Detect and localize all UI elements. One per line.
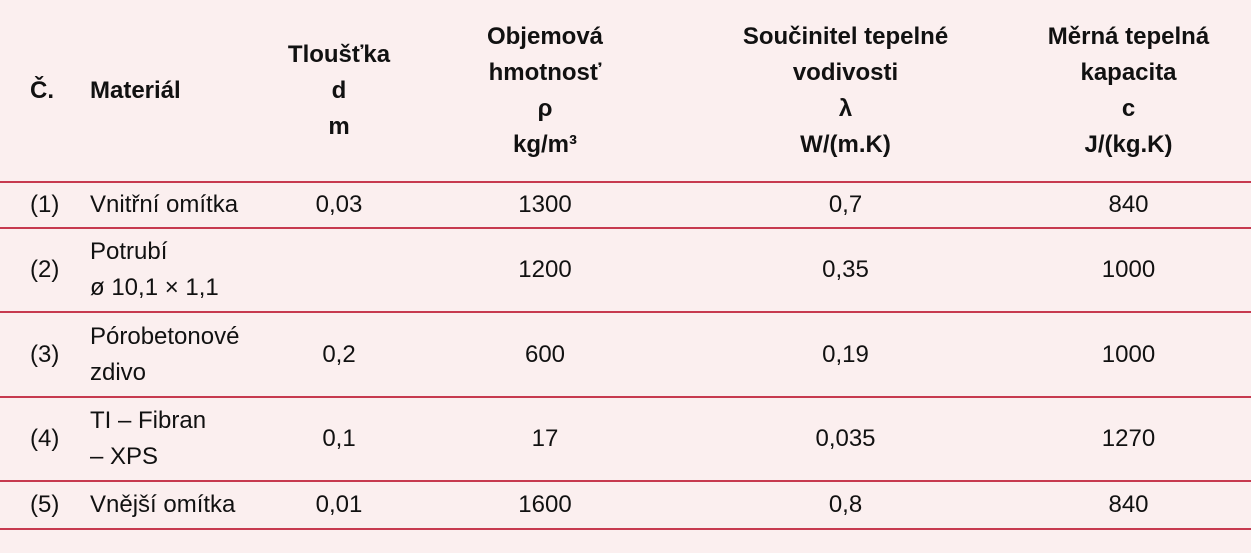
row-density: 1200: [518, 256, 572, 283]
row-thickness: 0,2: [322, 340, 356, 368]
header-thickness-line: Tloušťka: [287, 40, 391, 68]
row-material-line-1: TI – Fibran: [90, 407, 207, 434]
table-row: (5) Vnější omítka 0,01 1600 0,8 840: [0, 482, 1251, 530]
header-density-line-1: Objemová: [486, 22, 604, 50]
row-conductivity: 0,19: [822, 340, 869, 368]
row-capacity: 1000: [1101, 256, 1156, 283]
row-num: (3): [30, 340, 60, 368]
header-conductivity-line-1: Součinitel tepelné: [742, 22, 949, 50]
row-capacity: 1000: [1101, 340, 1156, 368]
row-conductivity: 0,035: [815, 425, 876, 452]
row-num: (1): [30, 191, 60, 218]
header-conductivity-line-2: vodivosti: [792, 58, 899, 86]
row-thickness: 0,03: [315, 191, 363, 218]
row-capacity: 1270: [1101, 425, 1156, 452]
row-material: Potrubí ø 10,1 × 1,1: [68, 234, 273, 306]
row-material: Vnější omítka: [90, 491, 236, 518]
row-material-line-1: Pórobetonové: [90, 322, 240, 350]
header-conductivity-symbol: λ: [838, 94, 853, 122]
header-capacity-unit: J/(kg.K): [1084, 130, 1173, 158]
row-material: Pórobetonové zdivo: [68, 319, 273, 391]
row-num: (4): [30, 425, 60, 452]
row-conductivity: 0,8: [828, 491, 863, 518]
row-material: TI – Fibran – XPS: [68, 403, 273, 475]
header-capacity-line-1: Měrná tepelná: [1047, 22, 1210, 50]
header-capacity-line-2: kapacita: [1080, 58, 1177, 86]
row-thickness: 0,1: [322, 425, 356, 452]
table-row: (1) Vnitřní omítka 0,03 1300 0,7 840: [0, 183, 1251, 229]
row-num: (5): [30, 491, 60, 518]
header-capacity: Měrná tepelná kapacita c J/(kg.K): [1006, 19, 1251, 163]
row-material-line-2: ø 10,1 × 1,1: [90, 274, 219, 301]
row-material-line-2: – XPS: [90, 443, 159, 470]
row-density: 1600: [518, 491, 572, 518]
table-row: (2) Potrubí ø 10,1 × 1,1 1200 0,35 1000: [0, 229, 1251, 313]
header-thickness-symbol: d: [331, 76, 347, 104]
row-conductivity: 0,7: [828, 191, 863, 218]
table-header-row: Č. Materiál Tloušťka d m Objemová hmotno…: [0, 0, 1251, 183]
row-thickness: 0,01: [315, 491, 363, 518]
header-density: Objemová hmotnosť ρ kg/m³: [405, 19, 685, 163]
row-density: 1300: [518, 191, 572, 218]
row-conductivity: 0,35: [822, 256, 869, 283]
row-capacity: 840: [1108, 491, 1149, 518]
header-density-unit: kg/m³: [512, 130, 577, 158]
header-density-symbol: ρ: [537, 94, 553, 122]
table-row: (3) Pórobetonové zdivo 0,2 600 0,19 1000: [0, 313, 1251, 398]
header-num: Č.: [30, 76, 54, 104]
materials-table: Č. Materiál Tloušťka d m Objemová hmotno…: [0, 0, 1251, 530]
row-material-line-1: Potrubí: [90, 238, 168, 265]
header-conductivity: Součinitel tepelné vodivosti λ W/(m.K): [685, 19, 1006, 163]
header-thickness-unit: m: [328, 112, 350, 140]
row-density: 600: [524, 340, 566, 368]
header-material: Materiál: [90, 76, 181, 104]
header-conductivity-unit: W/(m.K): [800, 130, 891, 158]
row-num: (2): [30, 256, 60, 283]
header-thickness: Tloušťka d m: [273, 37, 405, 145]
header-capacity-symbol: c: [1121, 94, 1136, 122]
row-density: 17: [531, 425, 559, 452]
header-density-line-2: hmotnosť: [488, 58, 602, 86]
row-material-line-2: zdivo: [90, 358, 147, 386]
row-material: Vnitřní omítka: [90, 191, 239, 218]
row-capacity: 840: [1108, 191, 1149, 218]
table-row: (4) TI – Fibran – XPS 0,1 17 0,035 1270: [0, 398, 1251, 482]
